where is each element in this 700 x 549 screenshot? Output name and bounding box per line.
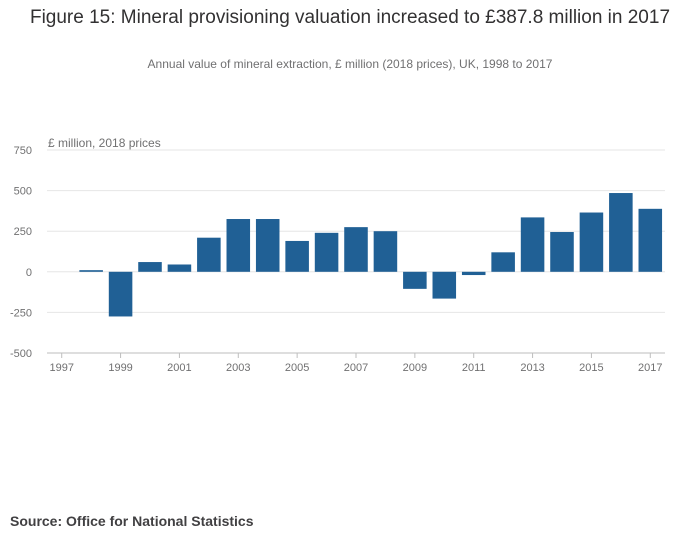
bar-2006	[314, 232, 339, 272]
bar-2011	[461, 271, 486, 276]
bar-2008	[373, 231, 398, 272]
chart-subtitle: Annual value of mineral extraction, £ mi…	[147, 57, 553, 71]
x-tick-label: 2011	[462, 362, 486, 374]
bar-2005	[285, 240, 309, 272]
x-tick-label: 2001	[167, 362, 191, 374]
y-tick-label: -250	[10, 307, 32, 319]
x-tick-labels: 1997 1999 2001 2003 2005 2007 2009 2011 2013 2015…	[49, 362, 662, 374]
y-tick-label: 750	[14, 145, 32, 157]
bar-2004	[255, 219, 280, 272]
x-tick-label: 2017	[638, 362, 662, 374]
bars	[79, 193, 663, 317]
x-tick-label: 2015	[579, 362, 603, 374]
y-tick-label: -500	[10, 348, 32, 360]
y-tick-label: 250	[14, 226, 32, 238]
y-tick-label: 500	[14, 186, 32, 198]
bar-2000	[138, 262, 162, 272]
chart-title: Figure 15: Mineral provisioning valuatio…	[29, 7, 671, 28]
bar-2014	[550, 232, 574, 272]
bar-1998	[79, 270, 103, 272]
bar-2012	[491, 252, 515, 272]
bar-2017	[638, 208, 663, 272]
y-axis-label: £ million, 2018 prices	[48, 136, 161, 150]
bar-2009	[403, 271, 427, 289]
bar-2013	[520, 217, 545, 272]
bar-2007	[344, 227, 368, 272]
bar-2015	[579, 212, 604, 272]
bar-2001	[167, 264, 192, 272]
x-tick-label: 2003	[226, 362, 250, 374]
y-tick-label: 0	[26, 267, 32, 279]
y-tick-labels: 750 500 250 0 -250 -500	[10, 145, 32, 360]
x-tick-label: 2005	[285, 362, 309, 374]
x-axis	[47, 352, 665, 358]
bar-1999	[108, 271, 133, 317]
x-tick-label: 1999	[108, 362, 132, 374]
bar-2003	[226, 219, 251, 272]
x-tick-label: 2007	[344, 362, 368, 374]
bar-2002	[197, 237, 221, 272]
x-tick-label: 2013	[520, 362, 544, 374]
bar-2010	[432, 271, 457, 299]
bar-2016	[609, 193, 633, 272]
x-tick-label: 1997	[49, 362, 73, 374]
source-note: Source: Office for National Statistics	[10, 513, 254, 529]
x-tick-label: 2009	[403, 362, 427, 374]
